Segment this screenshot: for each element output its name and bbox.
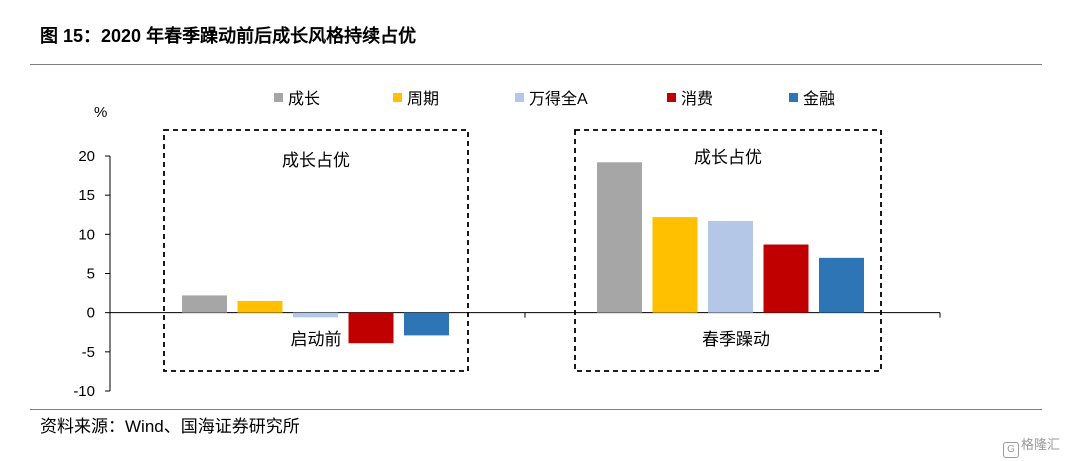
bottom-rule <box>30 409 1042 410</box>
y-axis-unit: % <box>94 104 107 121</box>
bar-before-rally <box>348 312 394 344</box>
legend-swatch <box>393 93 402 102</box>
y-tick-label: 20 <box>78 148 95 165</box>
bar-spring-rally <box>652 217 698 313</box>
y-tick-label: 15 <box>78 187 95 204</box>
bar-spring-rally <box>708 221 753 313</box>
legend-swatch <box>789 93 798 102</box>
legend-swatch <box>515 93 524 102</box>
legend-label: 万得全A <box>529 90 588 108</box>
legend-swatch <box>274 93 283 102</box>
top-rule <box>30 64 1042 65</box>
bar-spring-rally <box>819 257 864 313</box>
bar-spring-rally <box>763 244 809 313</box>
watermark-logo-icon: G <box>1003 442 1019 458</box>
bar-before-rally <box>237 300 283 313</box>
annotation-text: 成长占优 <box>282 151 350 170</box>
y-tick-label: 5 <box>87 266 95 283</box>
watermark: G 格隆汇 <box>1003 434 1060 458</box>
bar-spring-rally <box>597 162 642 313</box>
y-tick-label: 10 <box>78 226 95 243</box>
bar-before-rally <box>293 312 338 318</box>
legend-swatch <box>667 93 676 102</box>
annotation-text: 成长占优 <box>694 148 762 167</box>
y-tick-label: 0 <box>87 305 95 322</box>
x-category-label: 启动前 <box>291 330 342 349</box>
legend-label: 金融 <box>803 90 835 108</box>
y-tick-label: -5 <box>82 344 95 361</box>
figure-title: 图 15：2020 年春季躁动前后成长风格持续占优 <box>40 26 417 46</box>
bar-before-rally <box>182 295 227 313</box>
legend-label: 周期 <box>407 90 439 108</box>
annotation-box <box>163 129 469 372</box>
legend-label: 消费 <box>681 90 713 108</box>
x-category-label: 春季躁动 <box>702 330 770 349</box>
source-note: 资料来源：Wind、国海证券研究所 <box>40 417 300 436</box>
annotation-box <box>574 129 882 372</box>
bar-before-rally <box>404 312 449 336</box>
legend-label: 成长 <box>288 90 320 108</box>
y-tick-label: -10 <box>73 383 95 400</box>
watermark-text: 格隆汇 <box>1021 437 1061 452</box>
